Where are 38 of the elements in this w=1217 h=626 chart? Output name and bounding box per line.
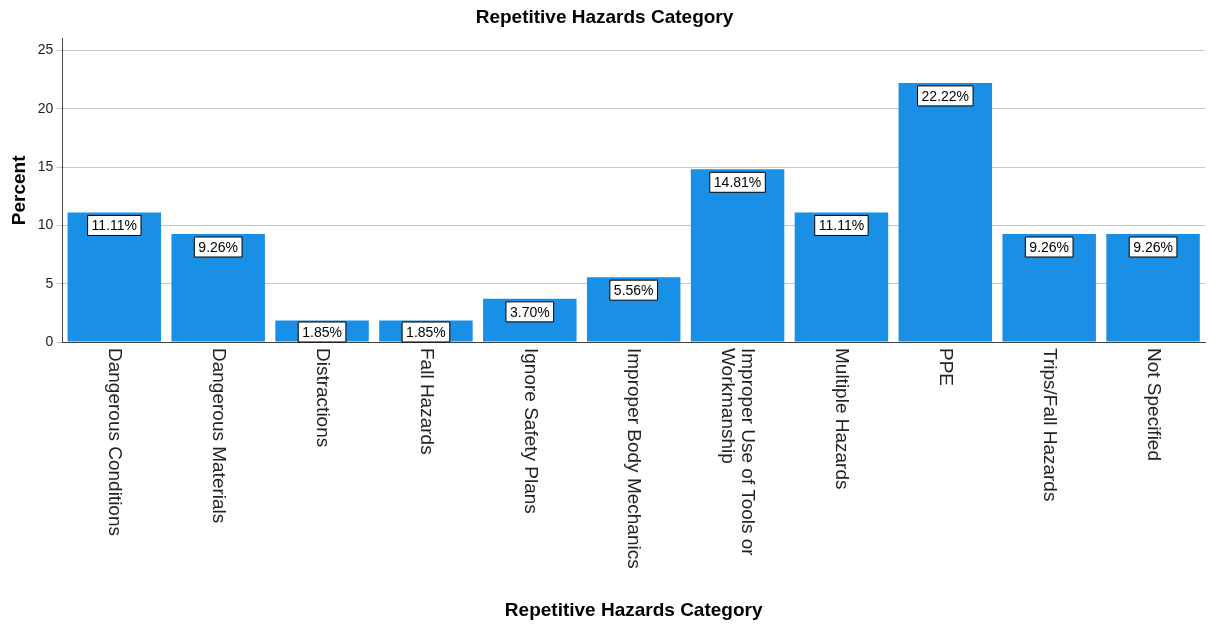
y-axis-title: Percent [7,154,29,226]
data-label: 1.85% [302,323,342,340]
bar [1002,234,1096,342]
bar [67,212,162,342]
y-tick-label: 5 [45,274,54,291]
data-label: 5.56% [613,282,654,299]
x-tick-label: Improper Use of Tools or Workmanship [718,348,760,557]
x-tick-label: Multiple Hazards [832,348,854,490]
data-label: 14.81% [713,174,762,191]
bar [690,169,785,342]
y-tick-label: 25 [37,41,54,58]
chart-title: Repetitive Hazards Category [475,5,734,27]
x-tick-label: Trips/Fall Hazards [1039,348,1061,502]
data-label: 9.26% [198,238,239,255]
y-tick-label: 20 [37,99,54,116]
data-label: 11.11% [818,217,865,234]
data-label: 11.11% [91,217,138,234]
x-tick-label: Dangerous Materials [208,348,230,524]
bar [794,212,889,342]
y-tick-label: 0 [45,332,54,349]
bar [898,82,993,342]
data-label: 3.70% [509,303,550,320]
x-tick-label: Not Specified [1143,348,1165,462]
data-label: 9.26% [1029,238,1070,255]
data-label: 9.26% [1133,238,1173,255]
y-tick-label: 15 [37,157,54,174]
data-label: 1.85% [406,323,446,340]
bar [1106,234,1200,342]
x-tick-label: Distractions [312,348,334,448]
x-tick-label: Fall Hazards [416,348,438,455]
x-tick-label: Improper Body Mechanics [624,348,646,569]
y-tick-label: 10 [37,216,54,233]
x-axis-title: Repetitive Hazards Category [504,598,763,620]
bar [171,234,265,342]
data-label: 22.22% [921,87,970,104]
x-tick-label: Dangerous Conditions [105,348,127,537]
x-tick-label: PPE [936,348,958,387]
x-tick-label: Ignore Safety Plans [520,348,542,514]
